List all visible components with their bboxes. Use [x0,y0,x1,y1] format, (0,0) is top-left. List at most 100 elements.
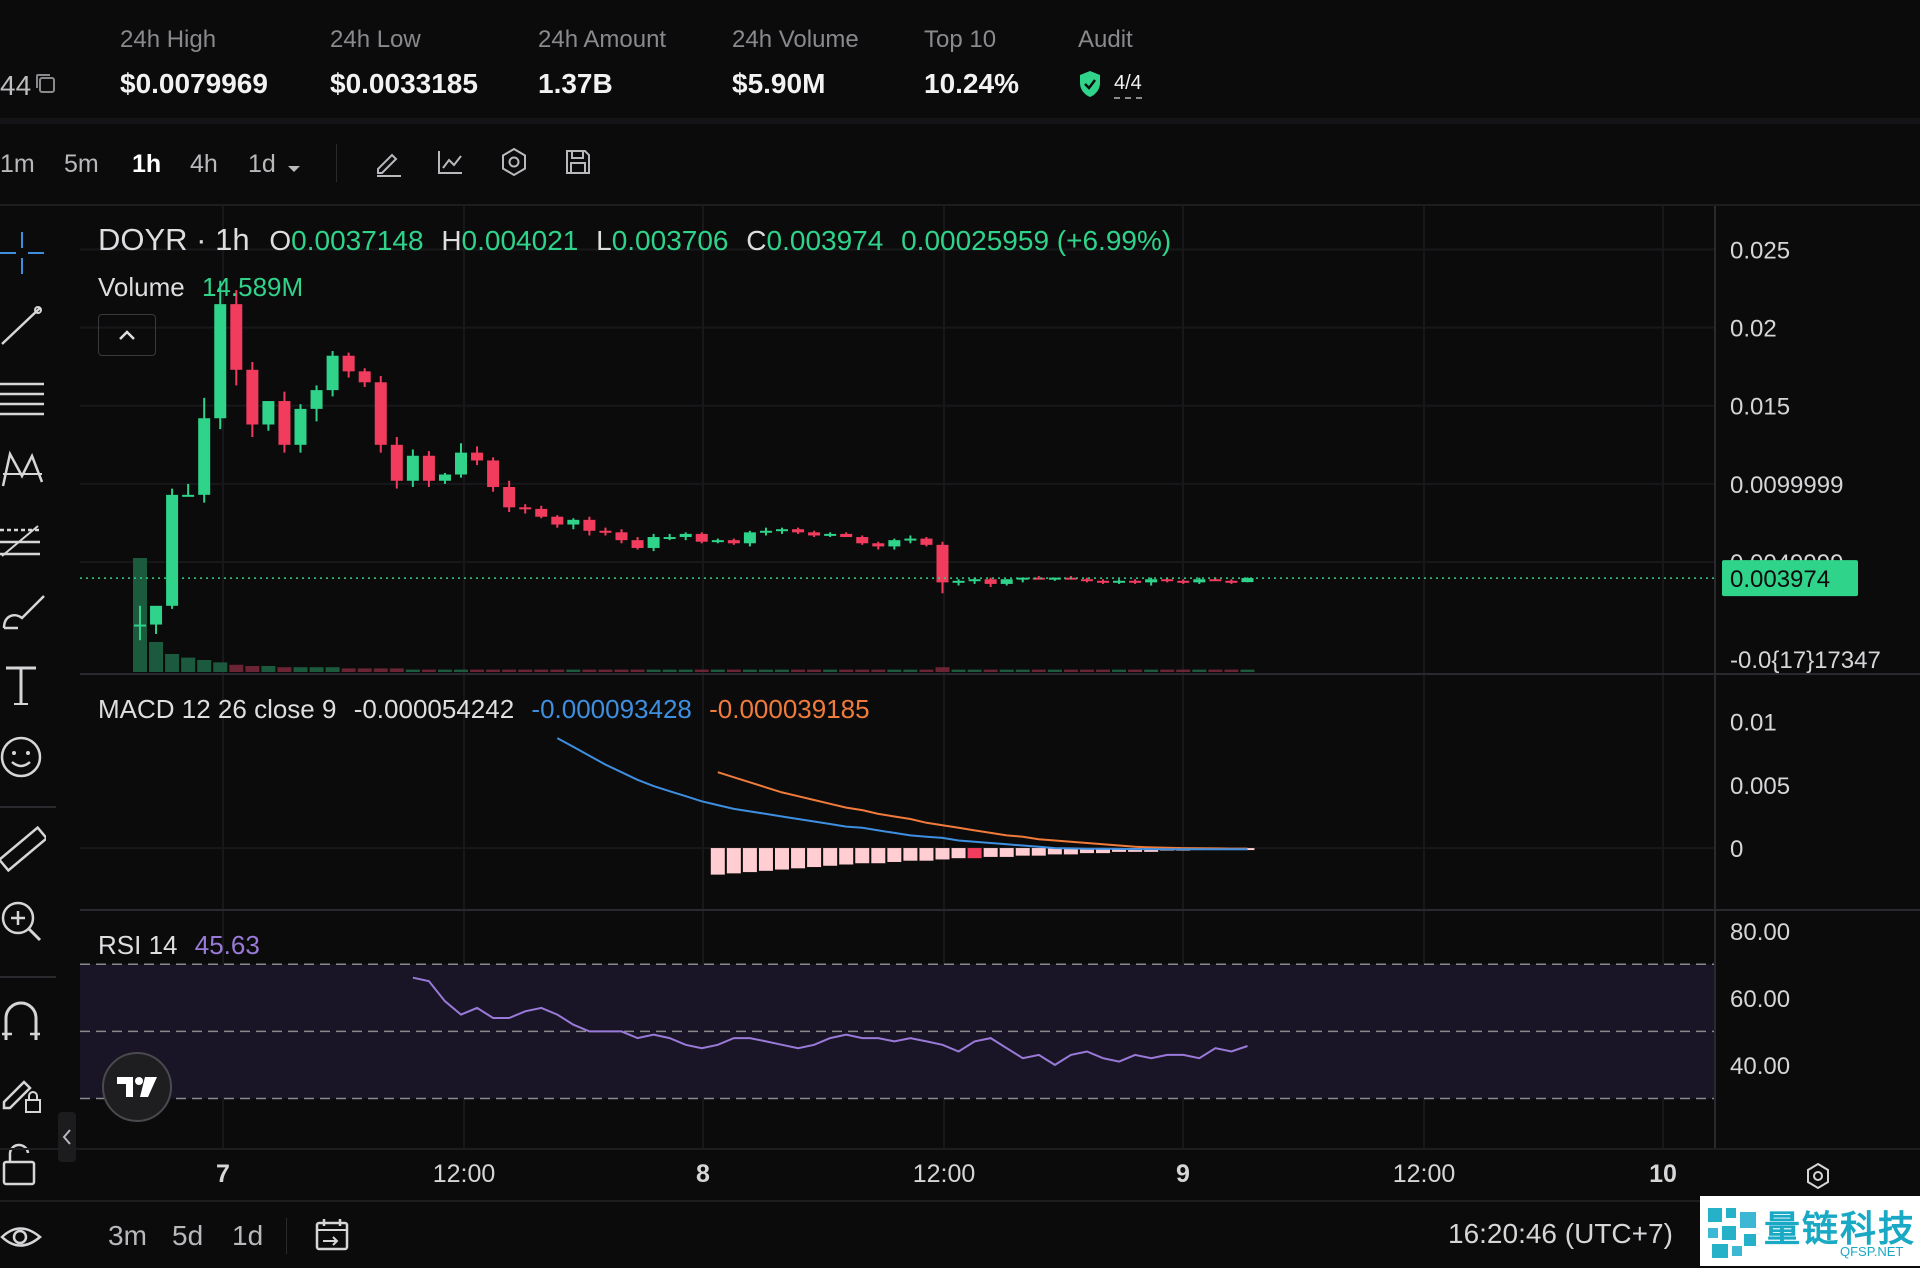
volume-bar-30 [614,669,629,672]
macd-hist-bar-53 [983,848,998,857]
candle-body-66 [1193,579,1206,583]
watermark: 量链科技 QFSP.NET [1700,1196,1920,1266]
text-tool-icon[interactable] [0,662,46,708]
fib-levels-icon[interactable] [0,518,46,564]
macd-tick-2: 0 [1730,836,1743,863]
candle-body-65 [1177,580,1190,583]
macd-hist-bar-55 [1015,848,1030,856]
drawing-pen-icon[interactable] [370,144,406,180]
brush-icon[interactable] [0,590,46,636]
candle-body-23 [503,487,516,508]
volume-bar-9 [277,667,292,672]
interval-dropdown-icon[interactable] [286,162,302,180]
high-value: 0.004021 [461,225,579,256]
indicators-icon[interactable] [432,144,468,180]
volume-bar-27 [566,669,581,672]
volume-bar-14 [357,668,372,672]
volume-bar-8 [261,666,276,672]
volume-bar-68 [1224,669,1239,672]
volume-bar-48 [903,669,918,672]
macd-hist-bar-47 [887,848,902,862]
stat-label-0: 24h High [120,26,217,53]
audit-value[interactable]: 4/4 [1114,72,1142,99]
trend-line-icon[interactable] [0,302,46,348]
time-label-1: 12:00 [432,1160,496,1188]
volume-legend: Volume 14.589M [98,272,303,303]
macd-hist-bar-38 [742,848,757,873]
range-button-1d[interactable]: 1d [232,1220,264,1251]
stat-label-5: Audit [1078,26,1133,53]
range-button-3m[interactable]: 3m [108,1220,147,1251]
candle-body-33 [663,537,676,540]
axis-settings-icon[interactable] [1800,1158,1836,1194]
tradingview-logo[interactable] [102,1052,172,1122]
time-label-4: 9 [1176,1160,1190,1188]
volume-bar-22 [486,669,501,672]
crosshair-icon[interactable] [0,230,46,276]
interval-button-1m[interactable]: 1m [0,150,35,178]
candle-body-67 [1209,579,1222,582]
candle-body-26 [551,516,564,525]
macd-hist-bar-45 [855,848,870,864]
candle-body-32 [647,537,660,548]
volume-bar-67 [1208,669,1223,672]
candle-body-35 [695,533,708,542]
volume-bar-65 [1176,669,1191,672]
candle-body-19 [438,474,451,481]
price-chart[interactable]: 0.0250.020.0150.00999990.0049999-0.0{17}… [80,206,1920,1200]
candle-body-40 [776,529,788,532]
interval-button-1d[interactable]: 1d [248,150,276,178]
price-tick-1: 0.02 [1730,316,1777,343]
volume-bar-46 [871,669,886,672]
candle-body-64 [1161,579,1174,582]
zoom-in-icon[interactable] [0,898,46,944]
interval-button-1h[interactable]: 1h [132,150,162,178]
save-layout-icon[interactable] [560,144,596,180]
interval-button-5m[interactable]: 5m [64,150,99,178]
volume-bar-13 [341,668,356,672]
volume-bar-61 [1112,669,1127,672]
macd-hist-bar-51 [951,848,966,859]
low-label: L [596,225,612,256]
time-label-6: 10 [1649,1160,1677,1188]
volume-bar-66 [1192,669,1207,672]
open-value: 0.0037148 [291,225,424,256]
candle-body-63 [1145,579,1158,583]
visibility-icon[interactable] [0,1214,46,1260]
macd-hist-bar-43 [823,848,838,866]
lock-drawings-icon[interactable] [0,1070,46,1116]
candle-body-34 [679,533,692,538]
interval-button-4h[interactable]: 4h [190,150,218,178]
bottom-bar: 3m 5d 1d 16:20:46 (UTC+7) 量链科技 QFSP.NET [0,1196,1920,1268]
chart-settings-icon[interactable] [496,144,532,180]
volume-bar-31 [630,669,645,672]
candle-body-37 [727,540,740,544]
candle-body-54 [1000,579,1013,584]
macd-hist-value: -0.000054242 [353,694,515,724]
candle-body-42 [808,532,821,536]
utc-clock[interactable]: 16:20:46 (UTC+7) [1448,1218,1673,1249]
price-tick-0: 0.025 [1730,237,1790,264]
watermark-text: 量链科技 [1764,1208,1917,1249]
parallel-lines-icon[interactable] [0,374,46,420]
candle-body-61 [1113,580,1126,583]
range-button-5d[interactable]: 5d [172,1220,204,1251]
volume-bar-2 [165,654,180,672]
chevron-up-icon [119,330,135,340]
volume-bar-55 [1015,669,1030,672]
copy-icon[interactable] [34,72,58,101]
collapse-legend-button[interactable] [98,314,156,356]
candle-body-38 [743,532,756,544]
go-to-date-icon[interactable] [312,1216,352,1256]
ruler-icon[interactable] [0,826,46,872]
volume-bar-15 [373,668,388,672]
macd-hist-bar-39 [758,848,773,871]
volume-bar-38 [742,669,757,672]
pattern-icon[interactable] [0,446,46,492]
close-label: C [746,225,767,256]
magnet-icon[interactable] [0,998,46,1044]
ohlc-legend: DOYR · 1h O0.0037148 H0.004021 L0.003706… [98,222,1171,258]
macd-hist-bar-59 [1079,848,1094,854]
stat-value-2: 1.37B [538,68,613,99]
emoji-icon[interactable] [0,734,46,780]
